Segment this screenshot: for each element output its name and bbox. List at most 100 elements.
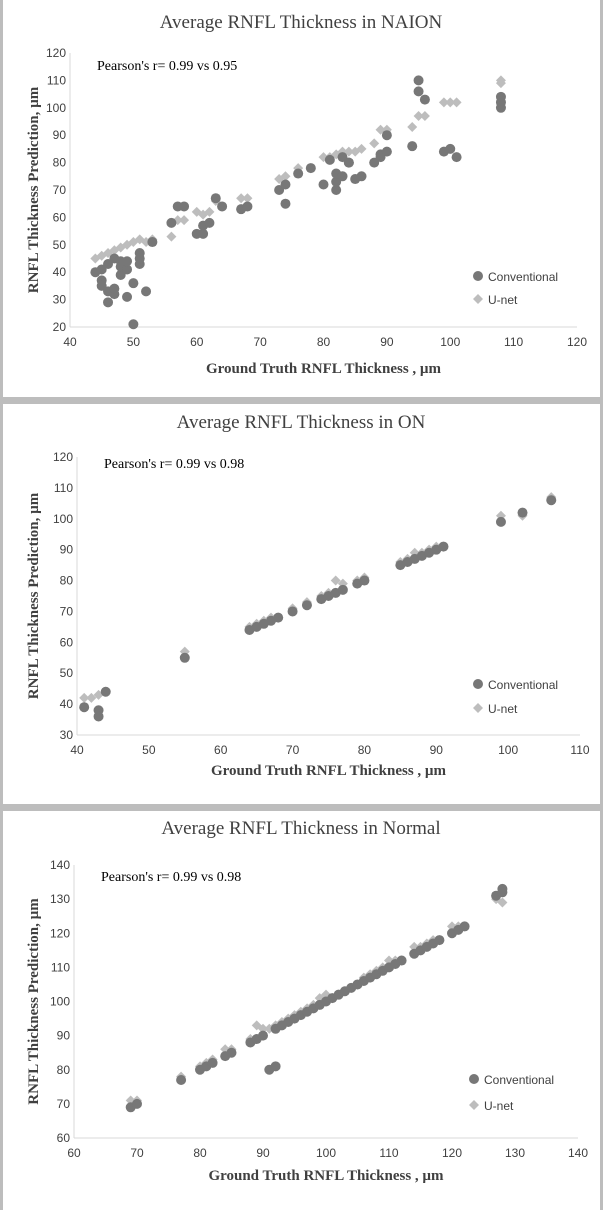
x-tick-label: 80 <box>193 1146 207 1160</box>
y-tick-label: 140 <box>50 858 70 872</box>
unet-point <box>122 239 133 250</box>
x-tick-label: 90 <box>380 335 394 349</box>
x-axis-label: Ground Truth RNFL Thickness , µm <box>206 361 442 377</box>
unet-point <box>438 97 449 108</box>
conventional-point <box>343 157 354 168</box>
y-tick-label: 100 <box>46 101 66 115</box>
conventional-point <box>337 584 348 595</box>
legend-conventional-marker <box>473 679 483 689</box>
x-tick-label: 70 <box>253 335 267 349</box>
y-tick-label: 40 <box>60 697 74 711</box>
pearson-annotation: Pearson's r= 0.99 vs 0.98 <box>101 870 241 885</box>
chart-title: Average RNFL Thickness in ON <box>177 412 426 433</box>
chart-panel-normal: 60 70 80 90 100 110 120 130 140 60 70 80 90 100 110 120… <box>0 811 603 1210</box>
unet-point <box>495 75 506 86</box>
conventional-point <box>324 154 335 165</box>
y-tick-label: 60 <box>57 1131 71 1145</box>
y-tick-label: 50 <box>60 666 74 680</box>
y-tick-label: 60 <box>60 635 74 649</box>
unet-point <box>330 575 341 586</box>
x-tick-label: 40 <box>63 335 77 349</box>
y-tick-label: 110 <box>51 960 70 974</box>
legend-conventional-label: Conventional <box>484 1073 554 1087</box>
unet-point <box>369 138 380 149</box>
unet-point <box>280 171 291 182</box>
conventional-point <box>100 686 111 697</box>
legend-conventional-label: Conventional <box>488 678 558 692</box>
conventional-point <box>122 264 133 275</box>
unet-point <box>125 1095 136 1106</box>
legend-unet-label: U-net <box>488 702 518 716</box>
conventional-point <box>305 163 316 174</box>
panel-divider <box>0 804 603 811</box>
y-tick-label: 120 <box>50 926 70 940</box>
x-tick-label: 70 <box>130 1146 144 1160</box>
y-tick-label: 40 <box>53 265 67 279</box>
chart-title: Average RNFL Thickness in NAION <box>160 12 443 33</box>
conventional-point <box>318 179 329 190</box>
x-tick-label: 130 <box>505 1146 525 1160</box>
scatter-chart-normal: 60 70 80 90 100 110 120 130 140 60 70 80 90 100 110 120… <box>26 818 588 1184</box>
y-tick-label: 130 <box>50 892 70 906</box>
conventional-point <box>497 883 508 894</box>
unet-point <box>407 121 418 132</box>
conventional-point <box>204 217 215 228</box>
y-tick-label: 70 <box>57 1097 71 1111</box>
conventional-point <box>226 1047 237 1058</box>
x-tick-label: 100 <box>440 335 460 349</box>
unet-point <box>451 97 462 108</box>
conventional-point <box>413 86 424 97</box>
x-tick-label: 40 <box>70 743 84 757</box>
conventional-point <box>179 201 190 212</box>
chart-panel-on: 40 50 60 70 80 90 100 110 30 40 50 60 70 80 90 100 110 12… <box>0 404 603 804</box>
conventional-point <box>331 185 342 195</box>
legend-unet-marker <box>473 294 483 304</box>
y-tick-label: 80 <box>57 1063 71 1077</box>
conventional-point <box>122 291 133 302</box>
conventional-point <box>301 600 312 611</box>
y-tick-label: 120 <box>53 450 73 464</box>
unet-point <box>497 897 508 908</box>
conventional-point <box>495 91 506 102</box>
x-tick-label: 120 <box>442 1146 462 1160</box>
y-tick-label: 100 <box>53 512 73 526</box>
conventional-point <box>166 217 177 228</box>
x-tick-label: 50 <box>142 743 156 757</box>
conventional-point <box>270 1061 281 1072</box>
conventional-point <box>419 94 430 105</box>
conventional-point <box>396 955 407 966</box>
conventional-point <box>337 171 348 182</box>
conventional-point <box>451 152 462 163</box>
conventional-point <box>93 711 104 722</box>
x-axis-label: Ground Truth RNFL Thickness , µm <box>211 763 447 779</box>
conventional-point <box>381 146 392 157</box>
conventional-point <box>495 516 506 527</box>
y-tick-label: 90 <box>60 543 74 557</box>
conventional-point <box>103 297 114 308</box>
x-tick-label: 110 <box>570 743 589 757</box>
y-tick-label: 80 <box>53 156 67 170</box>
conventional-point <box>546 495 557 506</box>
y-tick-label: 60 <box>53 210 67 224</box>
x-tick-label: 60 <box>214 743 228 757</box>
legend-conventional-marker <box>469 1074 479 1084</box>
conventional-point <box>141 286 152 297</box>
legend-conventional-label: Conventional <box>488 270 558 284</box>
unet-point <box>179 215 190 226</box>
unet-point <box>166 231 177 242</box>
conventional-point <box>147 237 158 248</box>
chart-panel-naion: 40 50 60 70 80 90 100 110 120 20 30 40 50 60 70 80 90 100… <box>0 0 603 397</box>
conventional-point <box>132 1098 142 1109</box>
conventional-point <box>280 179 291 190</box>
x-tick-label: 70 <box>286 743 300 757</box>
unet-point <box>356 143 367 154</box>
legend-unet-marker <box>469 1100 479 1110</box>
x-tick-label: 120 <box>567 335 587 349</box>
x-tick-label: 140 <box>568 1146 588 1160</box>
unet-point <box>258 1023 268 1034</box>
y-tick-label: 110 <box>54 481 73 495</box>
x-tick-label: 110 <box>504 335 523 349</box>
conventional-point <box>217 201 228 212</box>
scatter-chart-on: 40 50 60 70 80 90 100 1103040506070809010011012… <box>26 412 590 779</box>
conventional-point <box>287 606 298 617</box>
